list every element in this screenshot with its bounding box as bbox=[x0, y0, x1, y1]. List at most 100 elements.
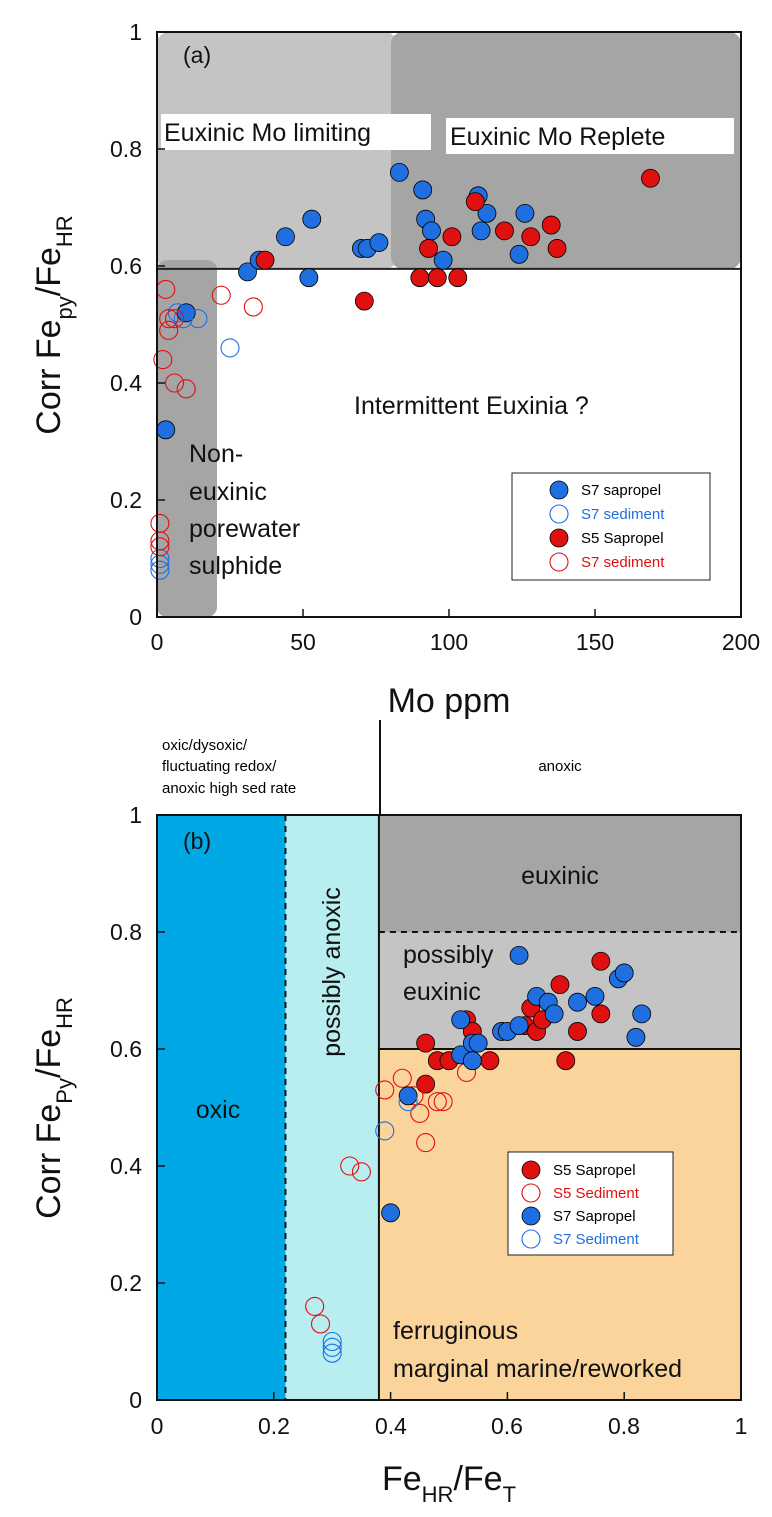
data-point bbox=[591, 951, 611, 971]
data-point bbox=[354, 291, 374, 311]
y-tick-label: 0.2 bbox=[110, 487, 142, 513]
x-tick-label: 0.2 bbox=[258, 1413, 290, 1439]
data-point bbox=[220, 338, 240, 358]
data-point bbox=[427, 268, 447, 288]
y-label-mid: /Fe bbox=[30, 1029, 68, 1078]
y-axis-label-a: Corr Fepy/FeHR bbox=[30, 215, 77, 434]
y-tick-label: 0.8 bbox=[110, 919, 142, 945]
data-point bbox=[413, 180, 433, 200]
data-point bbox=[351, 1162, 371, 1182]
y-ticks-b: 0 0.2 0.4 0.6 0.8 1 bbox=[110, 802, 142, 1413]
legend-marker bbox=[549, 528, 569, 548]
data-point bbox=[550, 975, 570, 995]
y-tick-label: 1 bbox=[129, 19, 142, 45]
data-point bbox=[150, 513, 170, 533]
plot-frame-b bbox=[156, 814, 742, 1401]
region-label-mo-limiting: Euxinic Mo limiting bbox=[164, 119, 371, 147]
data-point bbox=[465, 192, 485, 212]
data-point bbox=[442, 227, 462, 247]
legend-marker bbox=[521, 1160, 541, 1180]
legend-b: S5 Sapropel S5 Sediment S7 Sapropel S7 Sedi… bbox=[507, 1151, 674, 1256]
region-euxinic bbox=[378, 815, 741, 932]
y-label-sub: HR bbox=[52, 215, 77, 247]
legend-label: S7 sediment bbox=[581, 506, 665, 523]
data-point bbox=[398, 1086, 418, 1106]
data-point bbox=[632, 1004, 652, 1024]
points-b bbox=[305, 946, 652, 1363]
data-point bbox=[521, 227, 541, 247]
region-label-possibly-euxinic-1: possibly bbox=[403, 941, 494, 969]
data-point bbox=[375, 1121, 395, 1141]
top-label-left-3: anoxic high sed rate bbox=[162, 780, 296, 797]
data-point bbox=[173, 309, 193, 329]
data-point bbox=[541, 215, 561, 235]
panel-b: oxic/dysoxic/ fluctuating redox/ anoxic … bbox=[30, 720, 747, 1507]
y-tick-label: 0.2 bbox=[110, 1270, 142, 1296]
y-tick-label: 0.4 bbox=[110, 370, 142, 396]
x-tick-label: 0.8 bbox=[608, 1413, 640, 1439]
legend-entries-a: S7 sapropel S7 sediment S5 Sapropel S7 sedi… bbox=[549, 480, 665, 572]
region-label-non-euxinic-3: porewater bbox=[189, 515, 300, 543]
legend-marker bbox=[549, 480, 569, 500]
data-point bbox=[322, 1343, 342, 1363]
data-point bbox=[305, 1296, 325, 1316]
data-point bbox=[641, 168, 660, 188]
data-point bbox=[614, 963, 634, 983]
region-label-possibly-anoxic: possibly anoxic bbox=[318, 887, 346, 1057]
data-point bbox=[515, 203, 535, 223]
data-point bbox=[159, 320, 179, 340]
data-point bbox=[150, 537, 170, 557]
legend-label: S7 Sediment bbox=[553, 1231, 640, 1248]
y-label-main: Corr Fe bbox=[30, 1104, 68, 1219]
x-tick-label: 0 bbox=[151, 1413, 164, 1439]
legend-label: S7 Sapropel bbox=[553, 1208, 636, 1225]
x-tick-label: 200 bbox=[722, 629, 760, 655]
y-axis-label-b: Corr FePy/FeHR bbox=[30, 997, 77, 1219]
data-point bbox=[448, 268, 468, 288]
x-tick-label: 0 bbox=[151, 629, 164, 655]
region-euxinic-mo-limiting bbox=[157, 32, 397, 269]
label-box-replete bbox=[446, 118, 734, 154]
legend-label: S5 Sapropel bbox=[553, 1162, 636, 1179]
data-point bbox=[164, 373, 185, 393]
tick-marks-b bbox=[156, 814, 742, 1401]
x-axis-label-b: FeHR/FeT bbox=[382, 1460, 516, 1507]
legend-box bbox=[511, 472, 711, 581]
data-point bbox=[159, 309, 179, 329]
region-non-euxinic bbox=[157, 260, 217, 617]
y-label-mid: /Fe bbox=[30, 247, 68, 296]
data-point bbox=[462, 1051, 482, 1071]
data-point bbox=[451, 1010, 471, 1030]
data-point bbox=[471, 221, 491, 241]
region-oxic bbox=[157, 815, 286, 1400]
points-a bbox=[150, 162, 660, 580]
data-point bbox=[340, 1156, 360, 1176]
legend-label: S5 Sapropel bbox=[581, 530, 664, 547]
data-point bbox=[398, 1092, 418, 1112]
label-box-limiting bbox=[161, 114, 431, 150]
data-point bbox=[238, 262, 257, 282]
data-point bbox=[176, 379, 196, 399]
y-tick-label: 0.4 bbox=[110, 1153, 142, 1179]
x-tick-label: 0.4 bbox=[375, 1413, 407, 1439]
data-point bbox=[591, 1004, 611, 1024]
legend-marker bbox=[549, 552, 569, 572]
data-point bbox=[276, 227, 295, 247]
region-label-mo-replete: Euxinic Mo Replete bbox=[450, 123, 665, 151]
data-point bbox=[477, 203, 497, 223]
region-possibly-anoxic bbox=[285, 815, 379, 1400]
data-point bbox=[410, 268, 430, 288]
y-label-sub: py bbox=[52, 296, 77, 319]
data-point bbox=[416, 1133, 436, 1153]
region-label-non-euxinic-1: Non- bbox=[189, 440, 243, 468]
region-label-non-euxinic-4: sulphide bbox=[189, 552, 282, 580]
top-label-right: anoxic bbox=[538, 758, 582, 775]
data-point bbox=[392, 1068, 412, 1088]
data-point bbox=[156, 420, 176, 440]
data-point bbox=[568, 1022, 587, 1041]
data-point bbox=[255, 250, 275, 270]
legend-a: S7 sapropel S7 sediment S5 Sapropel S7 sedi… bbox=[511, 472, 711, 581]
data-point bbox=[211, 285, 231, 305]
y-tick-label: 0.6 bbox=[110, 1036, 142, 1062]
